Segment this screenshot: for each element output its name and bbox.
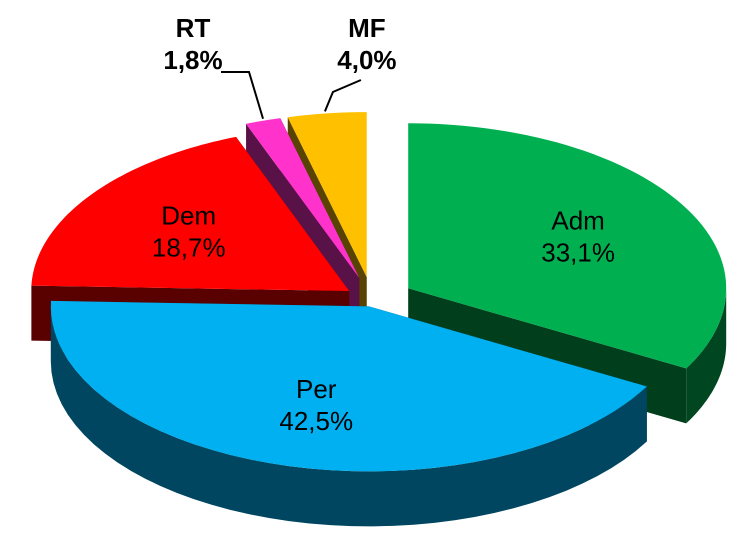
leader-line xyxy=(324,79,362,112)
slice-label: RT xyxy=(176,13,211,43)
slice-side xyxy=(686,288,727,424)
slice-value-label: 42,5% xyxy=(279,406,353,436)
slice-label: Dem xyxy=(161,201,216,231)
slice-value-label: 4,0% xyxy=(337,45,396,75)
slice xyxy=(31,136,350,292)
slice-side xyxy=(50,306,647,527)
slice-value-label: 1,8% xyxy=(163,45,222,75)
slice-label: Per xyxy=(296,374,337,404)
slice xyxy=(246,118,360,278)
slice xyxy=(408,123,727,369)
slice-value-label: 33,1% xyxy=(541,237,615,267)
slice-value-label: 18,7% xyxy=(152,233,226,263)
slice-group xyxy=(50,300,647,527)
leader-line xyxy=(221,71,264,120)
slice xyxy=(287,112,367,278)
slice xyxy=(50,300,647,472)
slice-label: MF xyxy=(348,13,386,43)
slice-label: Adm xyxy=(551,205,604,235)
